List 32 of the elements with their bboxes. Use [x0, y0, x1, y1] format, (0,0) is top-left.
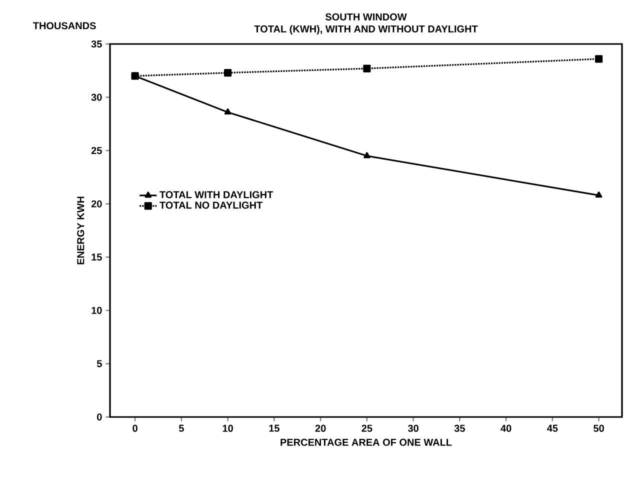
y-tick-label: 20 — [91, 200, 102, 208]
chart-subtitle: TOTAL (KWH), WITH AND WITHOUT DAYLIGHT — [254, 25, 478, 34]
x-tick-label: 35 — [454, 424, 465, 432]
y-tick-label: 0 — [97, 413, 102, 421]
y-tick-label: 5 — [96, 360, 102, 368]
text: THOUSANDS — [33, 22, 96, 30]
x-tick-label: 10 — [222, 424, 233, 432]
x-tick-label: 0 — [132, 424, 138, 432]
point — [224, 108, 232, 115]
point — [224, 68, 232, 77]
point — [595, 55, 603, 63]
y-tick-label: 10 — [92, 306, 102, 314]
x-tick-label: 15 — [269, 424, 280, 432]
legend-label: TOTAL NO DAYLIGHT — [160, 202, 263, 209]
x-tick-label: 30 — [408, 424, 418, 432]
point — [363, 64, 371, 72]
y-tick-label: 25 — [91, 147, 102, 154]
point — [364, 152, 370, 158]
x-tick-label: 45 — [547, 424, 558, 432]
legend-label: TOTAL WITH DAYLIGHT — [160, 191, 274, 198]
chart-title: SOUTH WINDOW — [325, 13, 407, 20]
y-tick-label: 15 — [92, 254, 102, 261]
x-axis-title: PERCENTAGE AREA OF ONE WALL — [280, 438, 452, 446]
y-axis-title: ENERGY KWH — [77, 196, 84, 264]
x-tick-label: 20 — [315, 424, 326, 432]
point — [595, 192, 602, 198]
x-tick-label: 50 — [594, 424, 604, 432]
x-tick-label: 25 — [362, 424, 372, 432]
x-tick-label: 5 — [178, 424, 184, 432]
y-tick-label: 35 — [91, 40, 102, 48]
x-tick-label: 40 — [500, 424, 512, 432]
y-tick-label: 30 — [91, 94, 102, 101]
